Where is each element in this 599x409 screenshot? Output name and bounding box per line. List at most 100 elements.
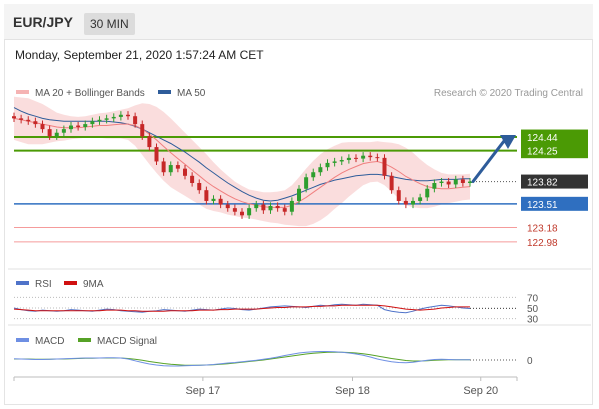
- candle-body: [118, 114, 123, 117]
- candle-body: [175, 165, 180, 169]
- rsi-legend-label: RSI: [35, 279, 52, 290]
- candle-body: [446, 181, 451, 185]
- level-label: 124.44: [527, 133, 558, 144]
- timeframe-badge[interactable]: 30 MIN: [84, 13, 135, 35]
- bollinger-legend-label: MA 20 + Bollinger Bands: [35, 88, 145, 99]
- candle-body: [418, 197, 423, 201]
- candle-body: [54, 132, 59, 137]
- candle-body: [439, 181, 444, 183]
- candle-body: [183, 168, 187, 176]
- candle-body: [261, 204, 266, 211]
- candle-body: [254, 204, 259, 209]
- candle-body: [69, 125, 73, 130]
- candle-body: [19, 118, 24, 120]
- rsi-tick-label: 70: [527, 293, 539, 304]
- resistance-label-box: [521, 129, 588, 159]
- candle-body: [325, 162, 330, 168]
- ma50-line: [13, 107, 470, 202]
- ma20-line: [13, 117, 471, 208]
- price-legend: MA 20 + Bollinger Bands MA 50 Research ©…: [16, 88, 583, 99]
- level-label: 123.82: [527, 178, 558, 189]
- candle-body: [47, 129, 52, 137]
- rsi-tick-label: 50: [527, 304, 539, 315]
- candle-body: [403, 200, 408, 205]
- candle-body: [468, 181, 472, 183]
- macd-legend-label: MACD: [35, 336, 64, 347]
- datetime-label: Monday, September 21, 2020 1:57:24 AM CE…: [15, 48, 264, 62]
- rsi-legend-swatch: [16, 281, 29, 285]
- candle-body: [382, 157, 387, 176]
- candle-body: [346, 157, 351, 161]
- candle-body: [204, 190, 209, 201]
- x-tick-label: Sep 17: [185, 385, 220, 397]
- candle-body: [111, 116, 116, 119]
- level-labels: 124.44 124.25 123.82 123.51 123.18 122.98: [521, 129, 588, 249]
- projection-arrow-head: [500, 135, 516, 150]
- chart-header: EUR/JPY 30 MIN: [4, 4, 593, 40]
- candle-body: [168, 165, 173, 173]
- candle-body: [26, 119, 31, 122]
- macd-line: [13, 351, 470, 367]
- rsi-tick-label: 30: [527, 315, 539, 326]
- candle-body: [232, 208, 237, 212]
- candle-body: [225, 204, 230, 209]
- candle-body: [354, 157, 358, 159]
- macd-signal-line: [14, 351, 470, 366]
- candle-body: [368, 155, 373, 158]
- candle-body: [104, 118, 109, 120]
- bollinger-legend-swatch: [16, 90, 29, 94]
- candle-body: [339, 160, 344, 162]
- projection-arrow-shaft: [471, 139, 506, 184]
- bollinger-band-area: [14, 96, 470, 227]
- rsi-ma-line: [13, 304, 470, 312]
- macd-signal-legend-label: MACD Signal: [97, 336, 157, 347]
- x-tick-label: Sep 18: [335, 385, 370, 397]
- price-panel: [12, 96, 517, 243]
- rsi-legend: RSI 9MA: [16, 279, 104, 290]
- x-axis: Sep 17 Sep 18 Sep 20: [13, 377, 518, 397]
- rsi-ma-legend-swatch: [64, 281, 77, 285]
- symbol-label: EUR/JPY: [13, 14, 73, 30]
- candle-body: [90, 121, 95, 125]
- candle-body: [318, 167, 323, 173]
- candle-body: [289, 200, 294, 212]
- candle-body: [83, 124, 88, 127]
- candle-body: [61, 129, 66, 133]
- candle-body: [161, 161, 166, 173]
- candle-body: [361, 155, 366, 159]
- level-label: 123.51: [527, 200, 558, 211]
- macd-tick-label: 0: [527, 356, 533, 367]
- candle-body: [240, 211, 244, 216]
- candle-body: [211, 198, 216, 201]
- candle-body: [268, 205, 273, 211]
- candle-body: [396, 190, 401, 201]
- candle-body: [332, 161, 337, 163]
- candle-body: [275, 205, 280, 209]
- candle-body: [33, 121, 38, 125]
- source-note: Research © 2020 Trading Central: [434, 88, 583, 99]
- level-label: 122.98: [527, 238, 558, 249]
- candle-body: [126, 114, 130, 117]
- candle-body: [97, 119, 102, 122]
- candle-body: [282, 208, 287, 212]
- candle-body: [190, 175, 195, 183]
- candle-body: [12, 116, 16, 119]
- candle-body: [247, 208, 252, 216]
- x-tick-label: Sep 20: [463, 385, 498, 397]
- macd-signal-legend-swatch: [78, 338, 91, 342]
- candle-body: [460, 179, 465, 183]
- candle-body: [311, 172, 316, 178]
- macd-legend-swatch: [16, 338, 29, 342]
- candle-body: [133, 116, 138, 125]
- candle-body: [432, 183, 437, 189]
- candle-body: [297, 188, 301, 201]
- candle-body: [76, 125, 81, 127]
- support-label-box: [521, 196, 588, 211]
- candle-body: [40, 124, 45, 130]
- candle-body: [218, 198, 223, 205]
- rsi-ma-legend-label: 9MA: [83, 279, 104, 290]
- candle-body: [304, 177, 309, 189]
- candle-body: [411, 200, 415, 205]
- candle-body: [140, 124, 145, 137]
